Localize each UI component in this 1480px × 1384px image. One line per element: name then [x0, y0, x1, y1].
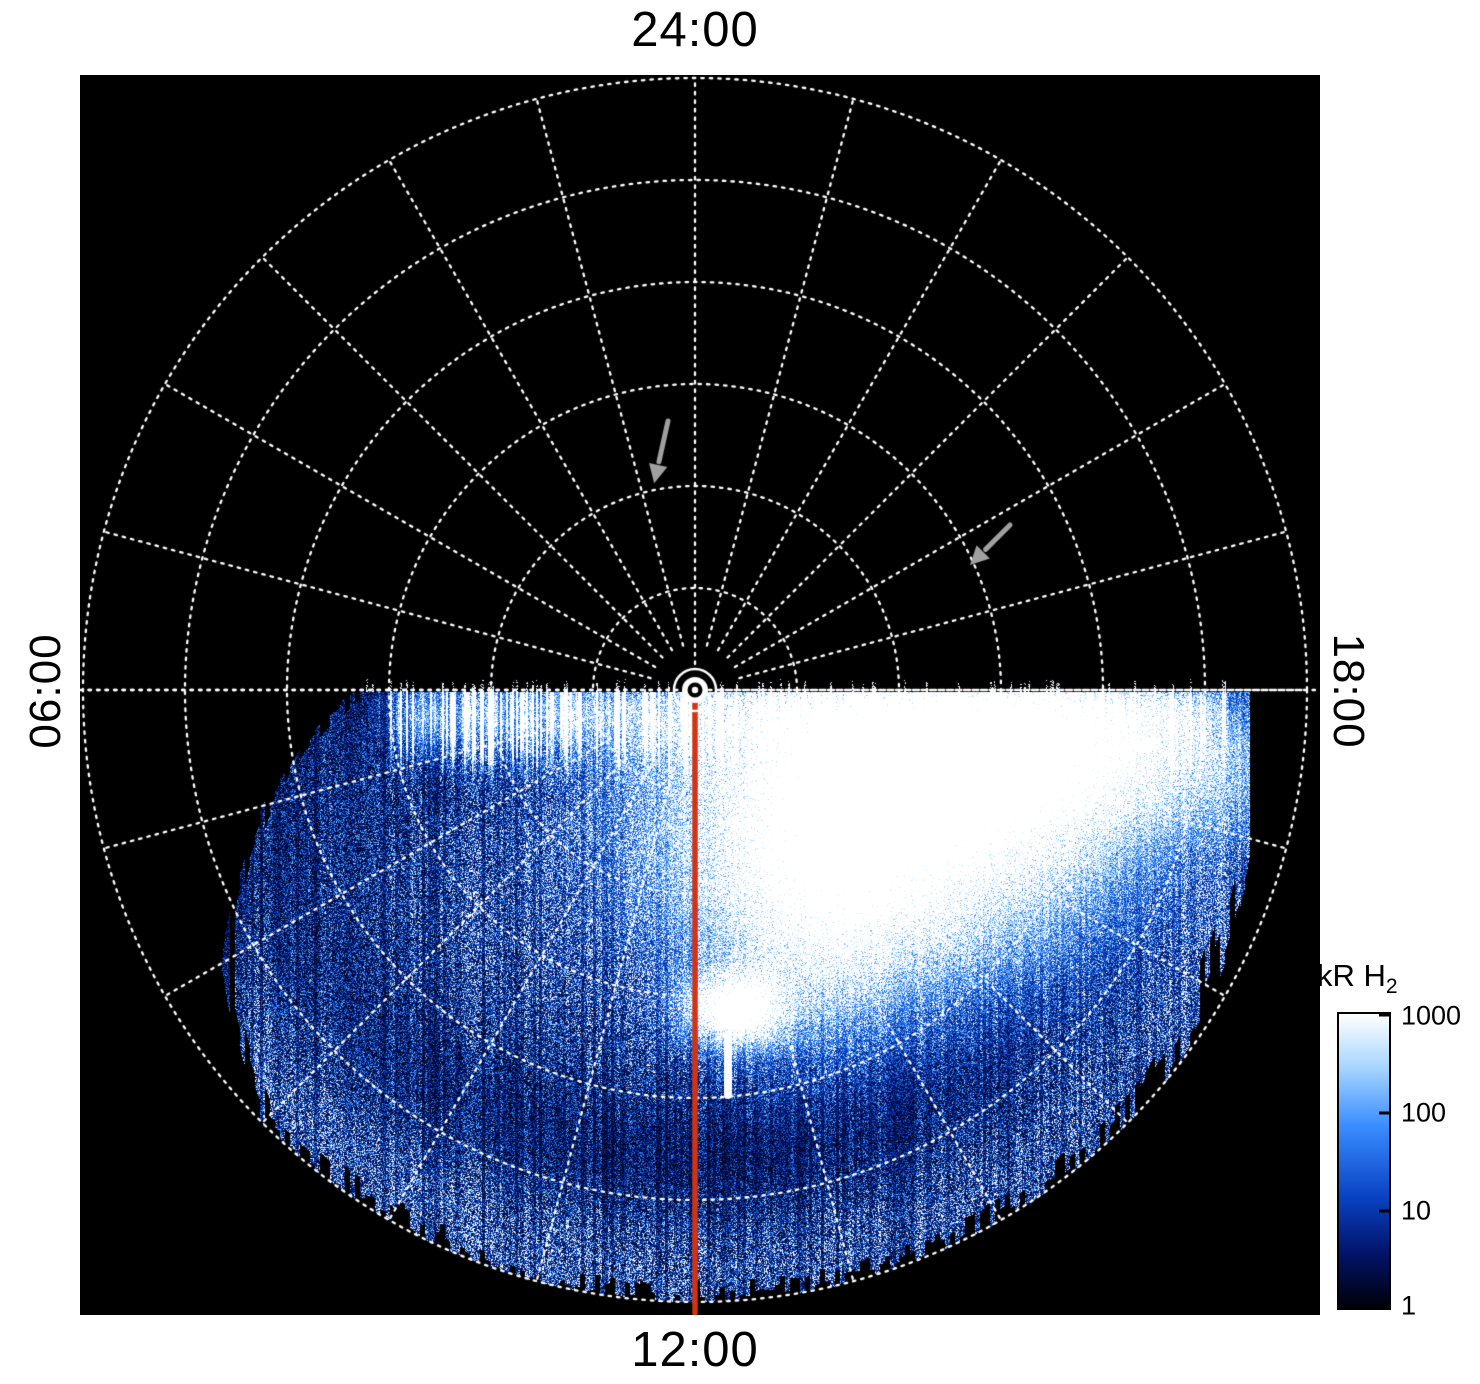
- polar-plot-frame: [80, 75, 1320, 1315]
- colorbar-title: kR H2: [1317, 958, 1398, 999]
- colorbar-tick-mark: [1379, 1013, 1389, 1017]
- mlt-label-dusk: 18:00: [1324, 633, 1373, 749]
- colorbar-gradient: [1337, 1012, 1391, 1310]
- colorbar-tick-label-1000: 1000: [1401, 1000, 1462, 1031]
- colorbar-tick-label-100: 100: [1401, 1097, 1447, 1128]
- mlt-label-dawn: 06:00: [21, 633, 70, 749]
- mlt-label-midnight: 24:00: [631, 3, 759, 57]
- colorbar-title-subscript: 2: [1385, 975, 1398, 999]
- colorbar-tick-mark: [1379, 1111, 1389, 1115]
- colorbar-tick-label-10: 10: [1401, 1195, 1432, 1226]
- aurora-polar-heatmap-canvas: [80, 75, 1320, 1315]
- colorbar-tick-mark: [1379, 1305, 1389, 1309]
- mlt-label-noon: 12:00: [631, 1323, 759, 1377]
- colorbar-tick-label-1: 1: [1401, 1290, 1417, 1321]
- colorbar-tick-mark: [1379, 1209, 1389, 1213]
- colorbar-title-main: kR H: [1317, 958, 1386, 993]
- colorbar: kR H2 1000 100 10 1: [1317, 958, 1480, 1321]
